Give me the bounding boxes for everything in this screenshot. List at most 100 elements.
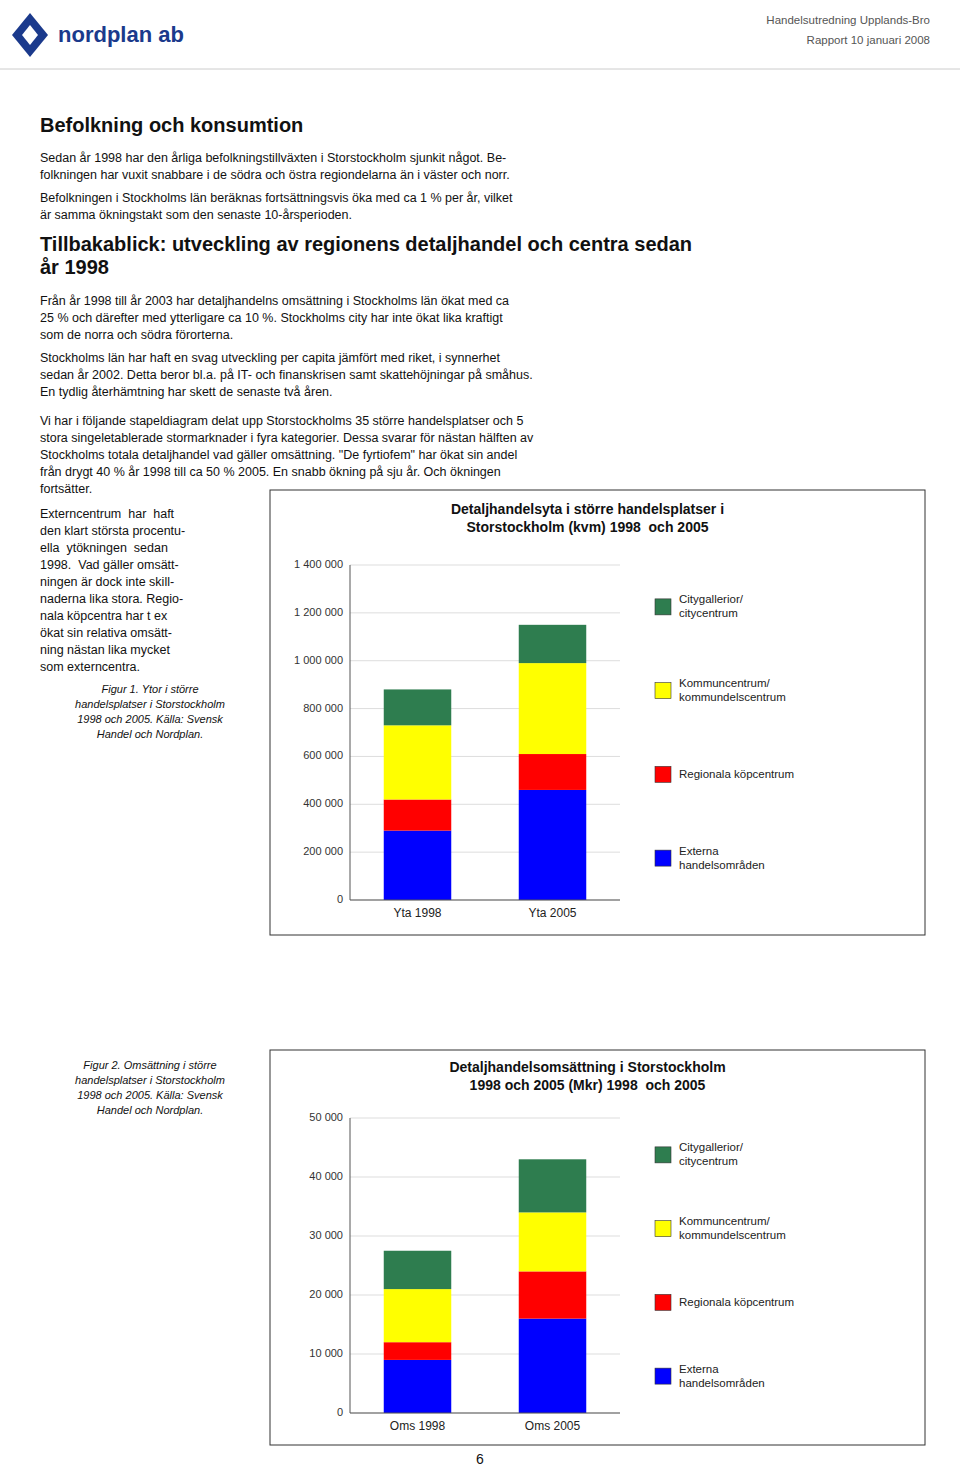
- bar-segment: [519, 790, 587, 900]
- header-text: Rapport 10 januari 2008: [807, 34, 930, 46]
- paragraph-line: fortsätter.: [40, 482, 92, 496]
- bar-segment: [384, 1342, 452, 1360]
- heading: år 1998: [40, 256, 109, 278]
- y-tick-label: 600 000: [303, 749, 343, 761]
- x-axis: [350, 1413, 620, 1414]
- y-axis: [350, 565, 351, 900]
- legend-label: Citygallerior/: [679, 1141, 744, 1153]
- legend-label: Regionala köpcentrum: [679, 768, 794, 780]
- y-tick-label: 800 000: [303, 702, 343, 714]
- grid-line: [350, 565, 620, 566]
- column-line: som externcentra.: [40, 660, 140, 674]
- bar-segment: [519, 1159, 587, 1212]
- paragraph-line: folkningen har vuxit snabbare i de södra…: [40, 168, 510, 182]
- y-tick-label: 20 000: [309, 1288, 343, 1300]
- y-tick-label: 1 400 000: [294, 558, 343, 570]
- heading: Tillbakablick: utveckling av regionens d…: [40, 233, 692, 255]
- y-tick-label: 0: [337, 1406, 343, 1418]
- bar-segment: [519, 1212, 587, 1271]
- heading: Befolkning och konsumtion: [40, 114, 303, 136]
- header-rule: [0, 69, 960, 70]
- logo-text: nordplan ab: [58, 22, 184, 47]
- column-line: ning nästan lika mycket: [40, 643, 170, 657]
- legend-label: kommundelscentrum: [679, 691, 786, 703]
- legend-swatch: [655, 1294, 671, 1310]
- paragraph-line: 25 % och därefter med ytterligare ca 10 …: [40, 311, 503, 325]
- caption-line: handelsplatser i Storstockholm: [75, 698, 225, 710]
- paragraph-line: Stockholms totala detaljhandel vad gälle…: [40, 448, 517, 462]
- x-tick-label: Yta 2005: [528, 906, 576, 920]
- paragraph-line: stora singeletablerade stormarknader i f…: [40, 431, 534, 445]
- bar-segment: [384, 1289, 452, 1342]
- chart: Detaljhandelsyta i större handelsplatser…: [270, 490, 925, 935]
- bar-segment: [384, 831, 452, 900]
- y-tick-label: 1 200 000: [294, 606, 343, 618]
- legend-label: Regionala köpcentrum: [679, 1296, 794, 1308]
- legend-swatch: [655, 683, 671, 699]
- legend-swatch: [655, 1221, 671, 1237]
- bar-segment: [519, 1271, 587, 1318]
- chart-frame: [270, 490, 925, 935]
- column-line: 1998. Vad gäller omsätt-: [40, 558, 179, 572]
- page-number: 6: [476, 1451, 484, 1467]
- column-line: ningen är dock inte skill-: [40, 575, 174, 589]
- legend-label: handelsområden: [679, 859, 765, 871]
- paragraph-line: som de norra och södra förorterna.: [40, 328, 233, 342]
- bar-segment: [384, 725, 452, 799]
- caption-line: Figur 1. Ytor i större: [102, 683, 199, 695]
- page: nordplan ab Handelsutredning Upplands-Bro…: [0, 0, 960, 1478]
- bar-segment: [519, 1319, 587, 1413]
- x-tick-label: Yta 1998: [393, 906, 441, 920]
- paragraph-line: Stockholms län har haft en svag utveckli…: [40, 351, 500, 365]
- x-axis: [350, 900, 620, 901]
- legend: Citygallerior/citycentrumKommuncentrum/k…: [655, 1141, 794, 1388]
- legend: Citygallerior/citycentrumKommuncentrum/k…: [655, 593, 794, 870]
- y-tick-label: 1 000 000: [294, 654, 343, 666]
- legend-swatch: [655, 850, 671, 866]
- y-axis: [350, 1118, 351, 1413]
- chart: Detaljhandelsomsättning i Storstockholm 1…: [270, 1050, 925, 1445]
- bar-segment: [384, 1360, 452, 1413]
- paragraph-line: sedan år 2002. Detta beror bl.a. på IT- …: [40, 368, 533, 382]
- column-line: naderna lika stora. Regio-: [40, 592, 183, 606]
- y-tick-label: 10 000: [309, 1347, 343, 1359]
- y-tick-label: 0: [337, 893, 343, 905]
- bar-segment: [519, 625, 587, 663]
- paragraph-line: Befolkningen i Stockholms län beräknas f…: [40, 191, 513, 205]
- grid-line: [350, 1413, 620, 1414]
- grid-line: [350, 1118, 620, 1119]
- caption-line: 1998 och 2005. Källa: Svensk: [77, 1089, 223, 1101]
- bars: [384, 625, 587, 900]
- column-line: nala köpcentra har t ex: [40, 609, 168, 623]
- legend-label: Externa: [679, 1363, 719, 1375]
- caption-line: Handel och Nordplan.: [97, 1104, 203, 1116]
- legend-label: handelsområden: [679, 1377, 765, 1389]
- chart-title: Detaljhandelsomsättning i Storstockholm: [449, 1059, 725, 1075]
- x-tick-label: Oms 2005: [525, 1419, 581, 1433]
- grid-line: [350, 900, 620, 901]
- legend-swatch: [655, 599, 671, 615]
- grid-line: [350, 612, 620, 613]
- background: [0, 0, 960, 1478]
- legend-label: Externa: [679, 845, 719, 857]
- paragraph-line: Vi har i följande stapeldiagram delat up…: [40, 414, 523, 428]
- paragraph-line: från drygt 40 % år 1998 till ca 50 % 200…: [40, 465, 501, 479]
- paragraph-line: Sedan år 1998 har den årliga befolknings…: [40, 151, 506, 165]
- y-tick-label: 200 000: [303, 845, 343, 857]
- bar-segment: [519, 754, 587, 790]
- bar-segment: [384, 1251, 452, 1289]
- caption-line: 1998 och 2005. Källa: Svensk: [77, 713, 223, 725]
- header-text: Handelsutredning Upplands-Bro: [766, 14, 930, 26]
- paragraph-line: Från år 1998 till år 2003 har detaljhand…: [40, 294, 509, 308]
- caption-line: Handel och Nordplan.: [97, 728, 203, 740]
- bar-segment: [384, 689, 452, 725]
- y-tick-label: 50 000: [309, 1111, 343, 1123]
- chart-title: 1998 och 2005 (Mkr) 1998 och 2005: [470, 1077, 706, 1093]
- column-line: ökat sin relativa omsätt-: [40, 626, 172, 640]
- legend-label: citycentrum: [679, 607, 738, 619]
- legend-label: kommundelscentrum: [679, 1229, 786, 1241]
- y-tick-label: 400 000: [303, 797, 343, 809]
- chart-frame: [270, 1050, 925, 1445]
- x-tick-label: Oms 1998: [390, 1419, 446, 1433]
- legend-swatch: [655, 1147, 671, 1163]
